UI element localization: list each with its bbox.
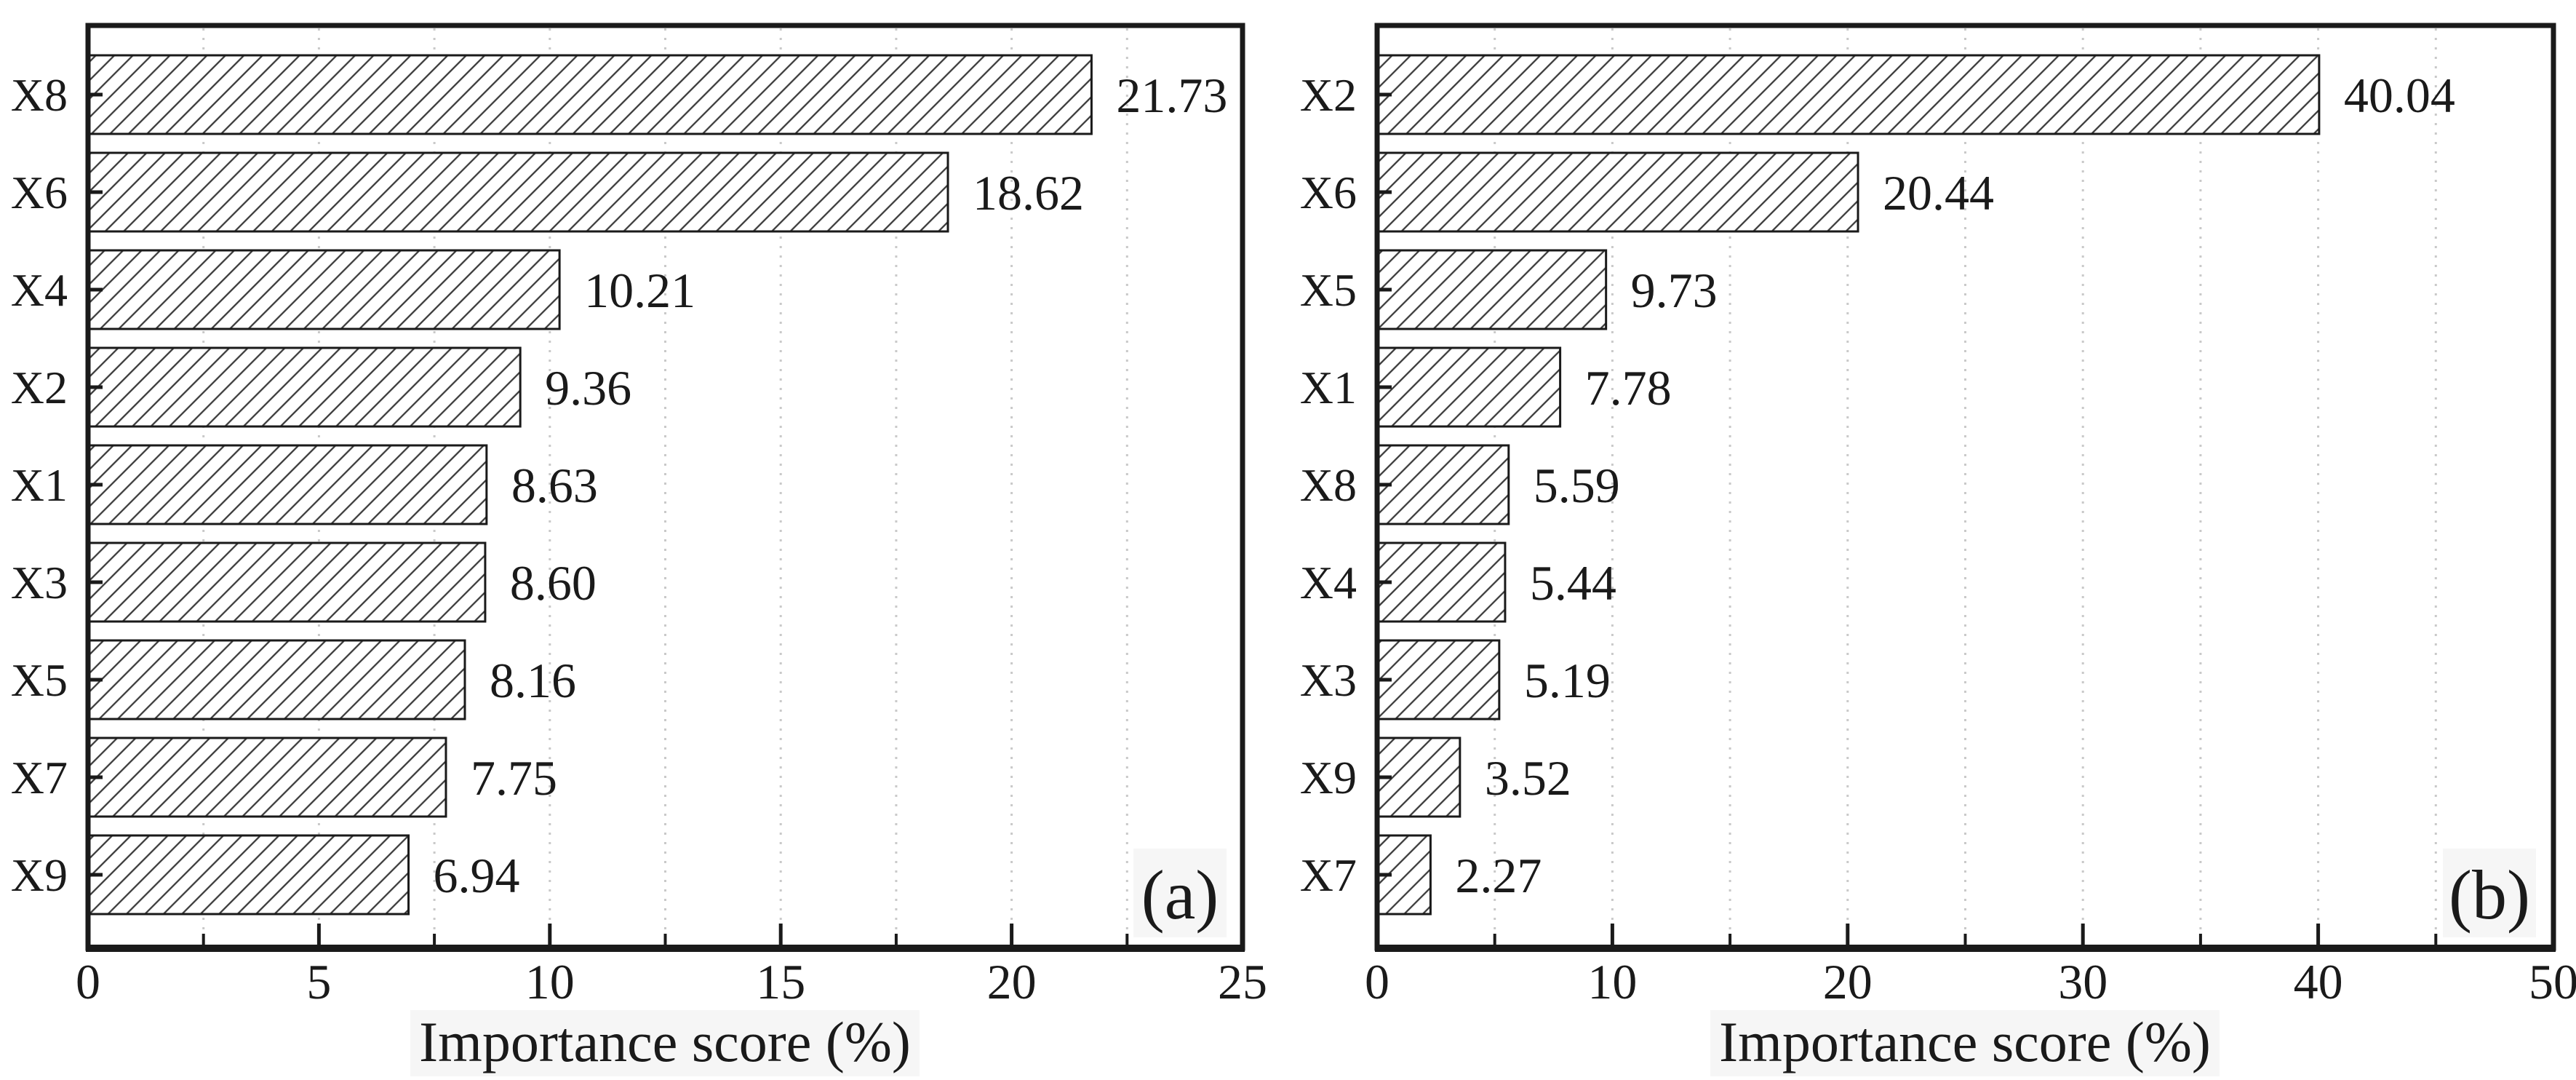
- category-label: X6: [1300, 167, 1357, 218]
- category-label: X8: [1300, 459, 1357, 511]
- x-tick-label: 15: [756, 954, 805, 1009]
- bar-value-label: 9.73: [1631, 263, 1718, 318]
- category-label: X4: [11, 264, 68, 316]
- bar-value-label: 7.78: [1585, 360, 1672, 416]
- bar: [1376, 54, 2321, 135]
- bar-value-label: 10.21: [584, 263, 695, 318]
- bar-value-label: 8.60: [510, 555, 597, 611]
- bar: [87, 834, 410, 916]
- bar: [87, 736, 447, 818]
- bar: [1376, 151, 1859, 233]
- category-label: X6: [11, 167, 68, 218]
- axis-label-background: [410, 1010, 920, 1076]
- category-label: X1: [1300, 362, 1357, 413]
- x-tick-label: 0: [76, 954, 100, 1009]
- x-axis-label: Importance score (%): [419, 1010, 911, 1073]
- bar-value-label: 5.59: [1534, 458, 1620, 513]
- panel-b: X2 40.04 X6 20.44 X5 9.73 X1 7.78 X8 5.59 X4 5.44 X3…: [1300, 23, 2576, 1076]
- bar: [87, 639, 466, 720]
- category-label: X7: [1300, 849, 1357, 901]
- axis-label-background: [1710, 1010, 2220, 1076]
- panel-a: X8 21.73 X6 18.62 X4 10.21 X2 9.36 X1 8.63 X3 8.60 X…: [11, 23, 1267, 1076]
- x-tick-label: 5: [306, 954, 331, 1009]
- bar: [87, 346, 522, 428]
- bar-value-label: 9.36: [545, 360, 631, 416]
- x-tick-label: 20: [987, 954, 1037, 1009]
- bar-value-label: 3.52: [1485, 750, 1571, 806]
- bar: [1376, 444, 1510, 525]
- category-label: X2: [1300, 69, 1357, 121]
- bar-value-label: 40.04: [2344, 68, 2455, 123]
- bar-value-label: 5.19: [1524, 653, 1611, 708]
- bar: [1376, 249, 1608, 330]
- panel-label-background: [2443, 849, 2536, 937]
- x-tick-label: 20: [1823, 954, 1873, 1009]
- bar: [1376, 346, 1562, 428]
- category-label: X5: [1300, 264, 1357, 316]
- bar-value-label: 18.62: [973, 165, 1084, 221]
- bar: [87, 54, 1093, 135]
- bar: [1376, 639, 1501, 720]
- x-axis-label: Importance score (%): [1719, 1010, 2211, 1073]
- bar-value-label: 8.63: [511, 458, 598, 513]
- category-label: X7: [11, 752, 68, 803]
- category-label: X9: [11, 849, 68, 901]
- category-label: X3: [1300, 654, 1357, 706]
- x-tick-label: 0: [1365, 954, 1389, 1009]
- bar-value-label: 8.16: [490, 653, 576, 708]
- bar: [87, 249, 561, 330]
- category-label: X1: [11, 459, 68, 511]
- panel-label-background: [1133, 849, 1227, 937]
- category-label: X3: [11, 557, 68, 608]
- x-tick-label: 10: [525, 954, 575, 1009]
- bar-value-label: 5.44: [1530, 555, 1616, 611]
- x-tick-label: 10: [1587, 954, 1637, 1009]
- bar: [1376, 541, 1507, 623]
- bar-value-label: 2.27: [1455, 848, 1542, 903]
- panel-label: (a): [1141, 856, 1219, 934]
- bar-value-label: 6.94: [434, 848, 520, 903]
- category-label: X8: [11, 69, 68, 121]
- category-label: X5: [11, 654, 68, 706]
- bar-value-label: 20.44: [1883, 165, 1994, 221]
- x-tick-label: 30: [2058, 954, 2108, 1009]
- bar: [87, 541, 487, 623]
- panel-label: (b): [2449, 856, 2530, 934]
- x-tick-label: 50: [2529, 954, 2576, 1009]
- category-label: X9: [1300, 752, 1357, 803]
- bar: [87, 444, 488, 525]
- x-tick-label: 25: [1218, 954, 1267, 1009]
- x-tick-label: 40: [2294, 954, 2343, 1009]
- bar: [87, 151, 949, 233]
- bar-value-label: 7.75: [471, 750, 557, 806]
- category-label: X4: [1300, 557, 1357, 608]
- bar-value-label: 21.73: [1116, 68, 1227, 123]
- category-label: X2: [11, 362, 68, 413]
